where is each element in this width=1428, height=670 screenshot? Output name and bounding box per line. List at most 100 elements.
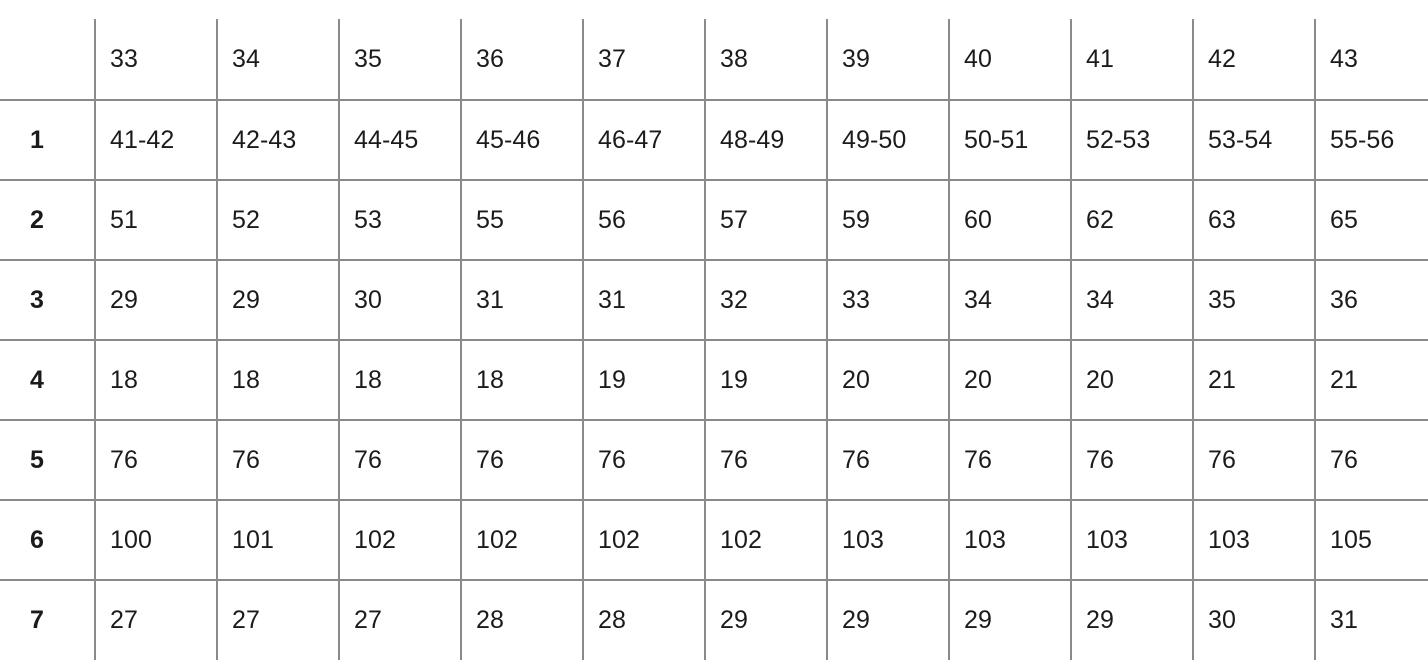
table-cell: 49-50 xyxy=(826,100,949,181)
table-cell: 28 xyxy=(460,580,583,660)
table-cell: 27 xyxy=(338,580,461,660)
table-cell: 55 xyxy=(460,180,583,261)
table-body: 1 41-42 42-43 44-45 45-46 46-47 48-49 49… xyxy=(0,100,1428,660)
table-cell: 76 xyxy=(826,420,949,501)
table-cell: 76 xyxy=(460,420,583,501)
table-cell: 29 xyxy=(948,580,1071,660)
table-row: 2 51 52 53 55 56 57 59 60 62 63 65 xyxy=(0,180,1428,261)
table-cell: 19 xyxy=(704,340,827,421)
table-cell: 103 xyxy=(948,500,1071,581)
table-cell: 18 xyxy=(460,340,583,421)
table-cell: 100 xyxy=(94,500,217,581)
table-cell: 76 xyxy=(1192,420,1315,501)
table-cell: 30 xyxy=(338,260,461,341)
table-cell: 32 xyxy=(704,260,827,341)
table-cell: 53-54 xyxy=(1192,100,1315,181)
table-header-row: 33 34 35 36 37 38 39 40 41 42 43 xyxy=(0,19,1428,101)
table-cell: 20 xyxy=(948,340,1071,421)
table-cell: 44-45 xyxy=(338,100,461,181)
table-cell: 102 xyxy=(460,500,583,581)
column-header: 33 xyxy=(94,19,217,101)
table-cell: 105 xyxy=(1314,500,1428,581)
column-header: 41 xyxy=(1070,19,1193,101)
table-cell: 60 xyxy=(948,180,1071,261)
table-row: 7 27 27 27 28 28 29 29 29 29 30 31 xyxy=(0,580,1428,660)
table-cell: 102 xyxy=(338,500,461,581)
table-cell: 31 xyxy=(1314,580,1428,660)
column-header: 42 xyxy=(1192,19,1315,101)
table-cell: 36 xyxy=(1314,260,1428,341)
table-cell: 76 xyxy=(582,420,705,501)
table-cell: 31 xyxy=(582,260,705,341)
table-cell: 21 xyxy=(1314,340,1428,421)
table-cell: 21 xyxy=(1192,340,1315,421)
table-cell: 34 xyxy=(948,260,1071,341)
table-cell: 42-43 xyxy=(216,100,339,181)
row-header: 7 xyxy=(0,580,95,660)
table-cell: 33 xyxy=(826,260,949,341)
table-cell: 28 xyxy=(582,580,705,660)
row-header: 1 xyxy=(0,100,95,181)
table-row: 3 29 29 30 31 31 32 33 34 34 35 36 xyxy=(0,260,1428,341)
table-cell: 20 xyxy=(1070,340,1193,421)
table-cell: 55-56 xyxy=(1314,100,1428,181)
table-cell: 19 xyxy=(582,340,705,421)
table-cell: 76 xyxy=(1314,420,1428,501)
table-cell: 45-46 xyxy=(460,100,583,181)
table-cell: 52-53 xyxy=(1070,100,1193,181)
row-header: 2 xyxy=(0,180,95,261)
row-header: 3 xyxy=(0,260,95,341)
table-cell: 103 xyxy=(1192,500,1315,581)
table-cell: 102 xyxy=(704,500,827,581)
table-cell: 65 xyxy=(1314,180,1428,261)
table-cell: 35 xyxy=(1192,260,1315,341)
column-header: 40 xyxy=(948,19,1071,101)
table-cell: 27 xyxy=(94,580,217,660)
table-cell: 53 xyxy=(338,180,461,261)
table-cell: 76 xyxy=(948,420,1071,501)
table-cell: 76 xyxy=(94,420,217,501)
table-cell: 103 xyxy=(826,500,949,581)
table-row: 6 100 101 102 102 102 102 103 103 103 10… xyxy=(0,500,1428,581)
table-cell: 76 xyxy=(1070,420,1193,501)
table-cell: 29 xyxy=(94,260,217,341)
table-cell: 27 xyxy=(216,580,339,660)
table-cell: 18 xyxy=(94,340,217,421)
column-header: 35 xyxy=(338,19,461,101)
table-cell: 18 xyxy=(338,340,461,421)
column-header: 39 xyxy=(826,19,949,101)
table-cell: 34 xyxy=(1070,260,1193,341)
table-cell: 56 xyxy=(582,180,705,261)
table-corner-cell xyxy=(0,19,95,101)
table-cell: 48-49 xyxy=(704,100,827,181)
column-header: 43 xyxy=(1314,19,1428,101)
table-cell: 76 xyxy=(216,420,339,501)
table-cell: 31 xyxy=(460,260,583,341)
table-cell: 50-51 xyxy=(948,100,1071,181)
table-cell: 51 xyxy=(94,180,217,261)
table-cell: 41-42 xyxy=(94,100,217,181)
table-cell: 103 xyxy=(1070,500,1193,581)
column-header: 37 xyxy=(582,19,705,101)
column-header: 36 xyxy=(460,19,583,101)
table-header: 33 34 35 36 37 38 39 40 41 42 43 xyxy=(0,19,1428,101)
data-table: 33 34 35 36 37 38 39 40 41 42 43 1 41-42… xyxy=(0,19,1428,660)
table-cell: 29 xyxy=(704,580,827,660)
table-cell: 76 xyxy=(338,420,461,501)
row-header: 4 xyxy=(0,340,95,421)
table-cell: 46-47 xyxy=(582,100,705,181)
table-cell: 52 xyxy=(216,180,339,261)
table-cell: 76 xyxy=(704,420,827,501)
table-cell: 102 xyxy=(582,500,705,581)
table-cell: 63 xyxy=(1192,180,1315,261)
table-cell: 18 xyxy=(216,340,339,421)
table-cell: 29 xyxy=(826,580,949,660)
table-cell: 20 xyxy=(826,340,949,421)
table-cell: 59 xyxy=(826,180,949,261)
column-header: 38 xyxy=(704,19,827,101)
table-cell: 62 xyxy=(1070,180,1193,261)
table-cell: 101 xyxy=(216,500,339,581)
table-row: 4 18 18 18 18 19 19 20 20 20 21 21 xyxy=(0,340,1428,421)
table-cell: 57 xyxy=(704,180,827,261)
